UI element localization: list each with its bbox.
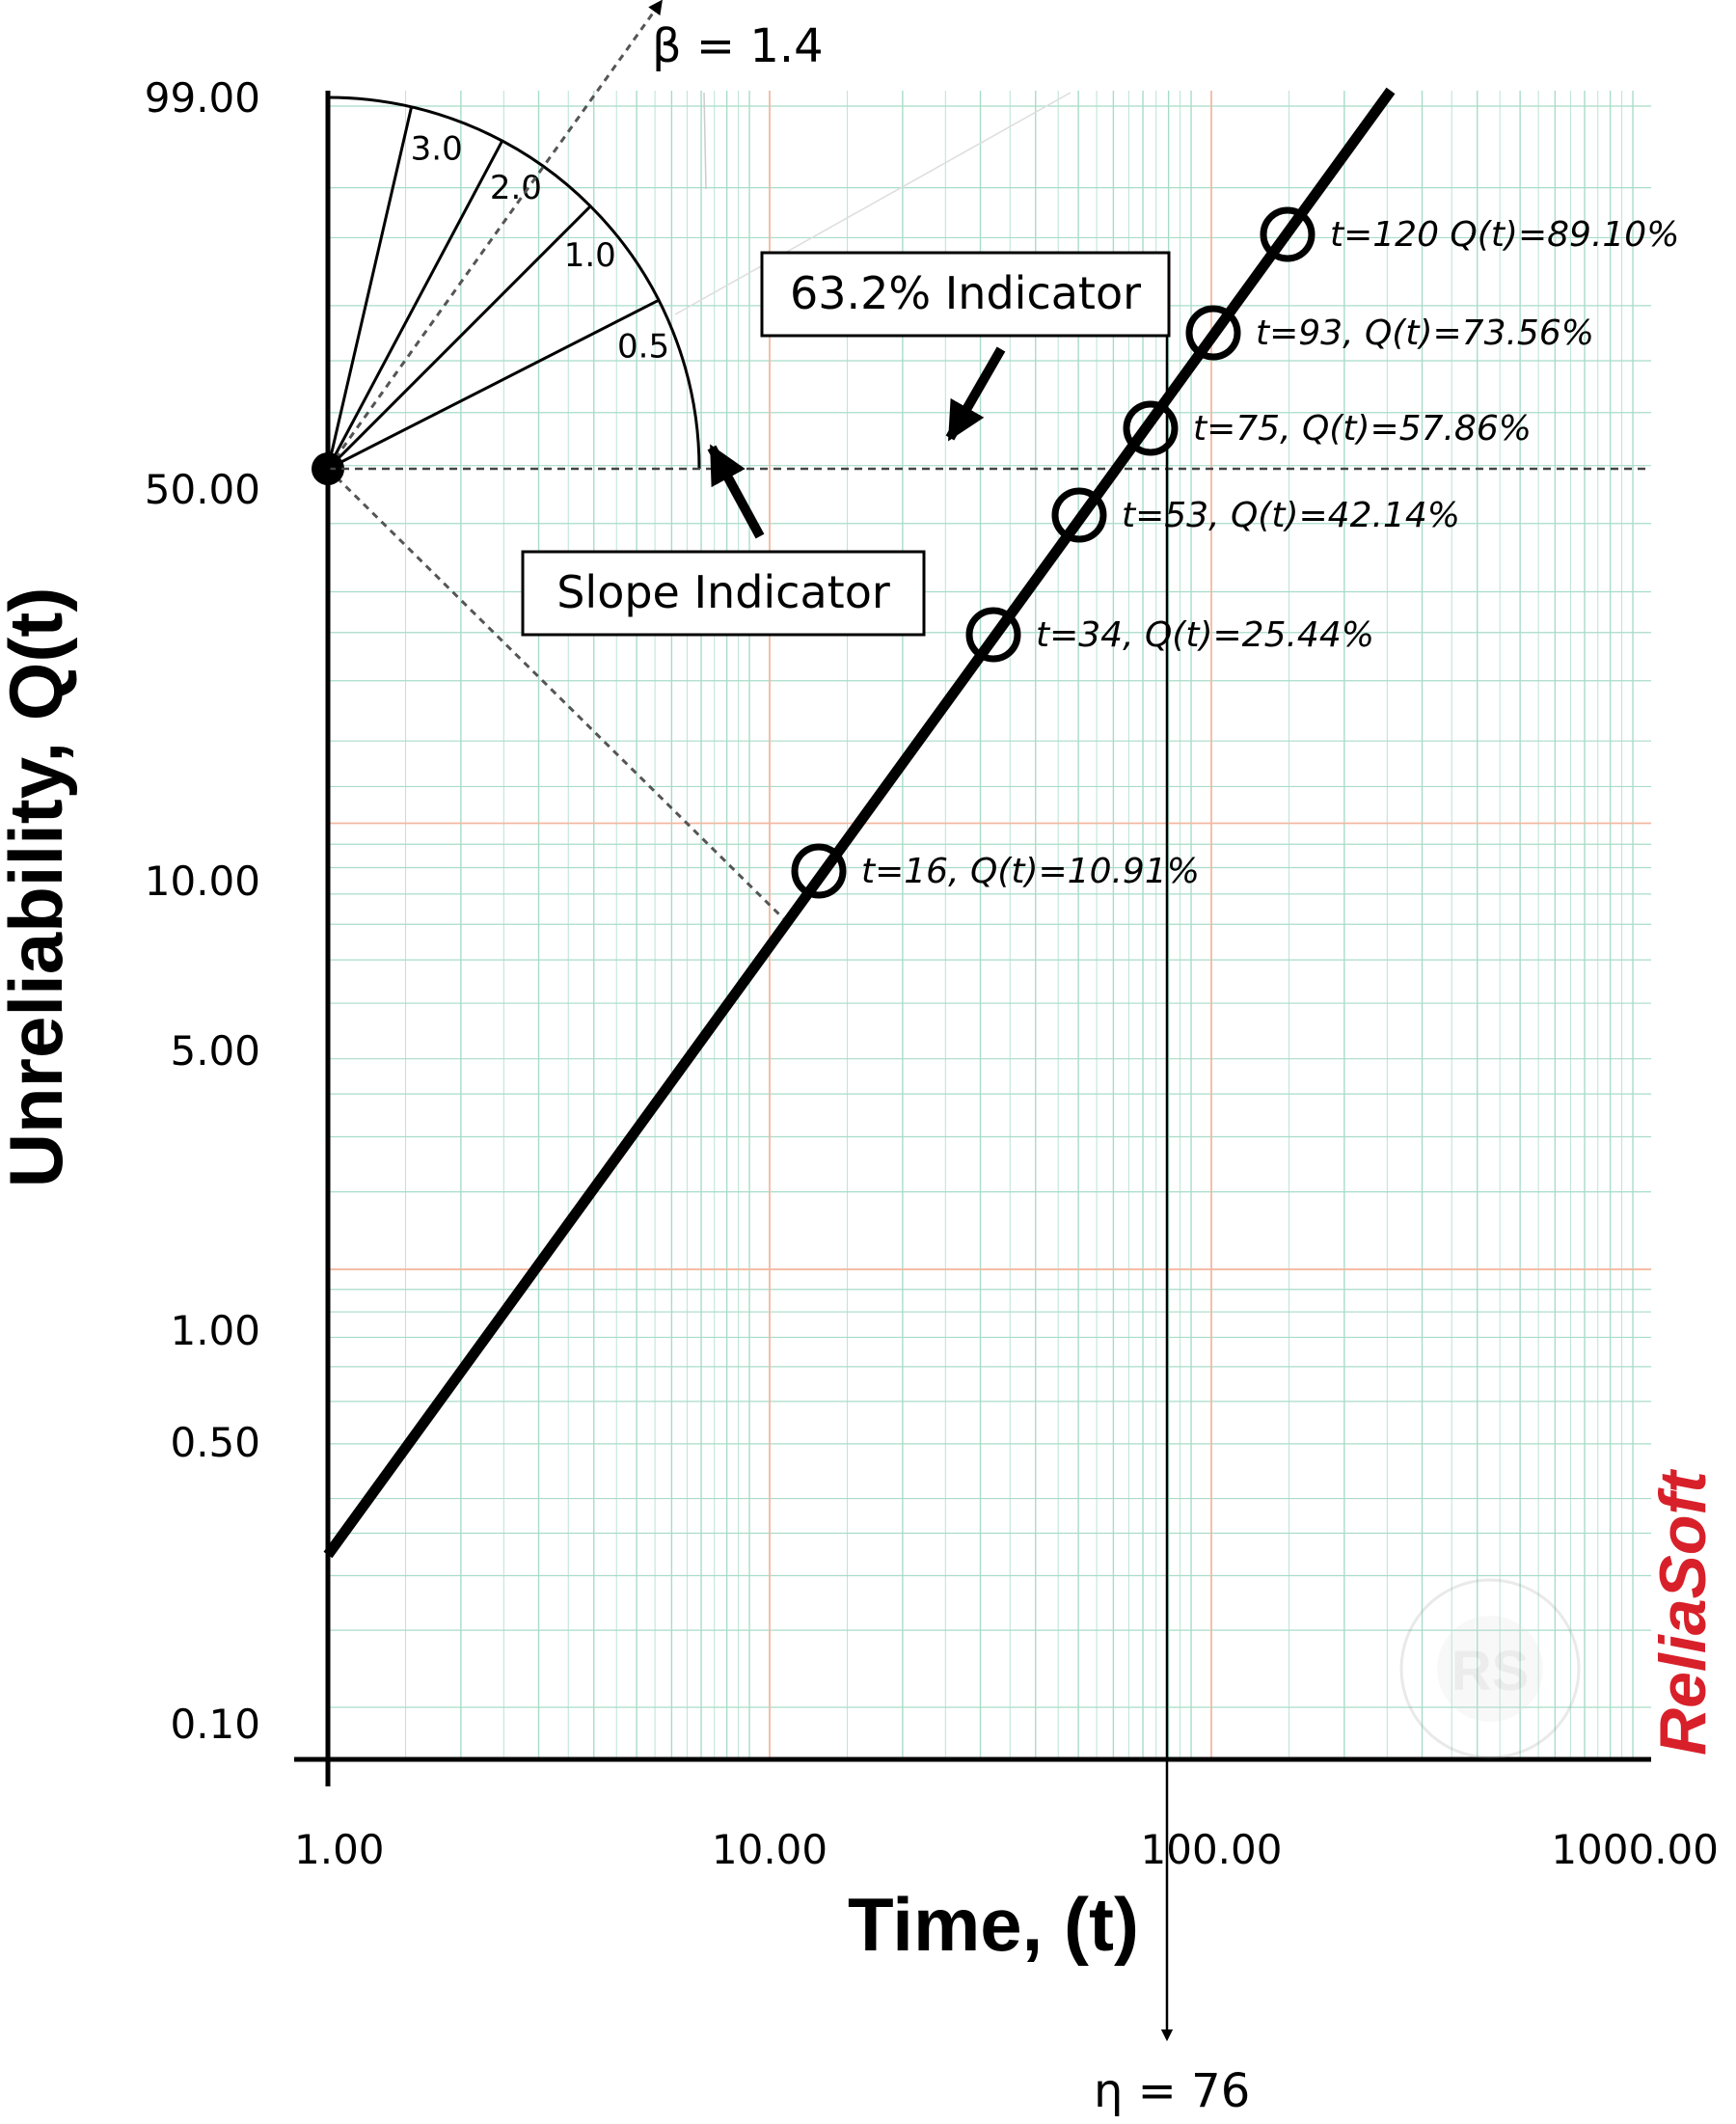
y-tick-label: 5.00 bbox=[170, 1027, 260, 1075]
data-point-label: t=34, Q(t)=25.44% bbox=[1036, 615, 1374, 655]
slope-indicator-box bbox=[521, 550, 926, 637]
y-tick-label: 50.00 bbox=[145, 466, 260, 513]
x-tick-label: 1000.00 bbox=[1551, 1826, 1719, 1873]
slope-ray bbox=[326, 204, 592, 471]
slope-perpendicular-line bbox=[326, 467, 785, 920]
faint-guide-line bbox=[703, 92, 707, 190]
watermark-logo: RS bbox=[1399, 1578, 1581, 1759]
slope-ray-label: 2.0 bbox=[490, 169, 542, 207]
weibull-fit-line bbox=[323, 87, 1396, 1559]
data-point-label: t=120 Q(t)=89.10% bbox=[1330, 215, 1679, 255]
x-tick-label: 1.00 bbox=[294, 1826, 385, 1873]
y-tick-label: 0.50 bbox=[170, 1419, 260, 1466]
slope-ray-label: 3.0 bbox=[411, 130, 463, 169]
y-tick-label: 99.00 bbox=[145, 74, 260, 122]
y-tick-labels: 0.10 0.50 1.00 5.00 10.00 50.00 99.00 bbox=[145, 74, 260, 1748]
x-axis-title: Time, (t) bbox=[848, 1882, 1139, 1967]
x-tick-label: 10.00 bbox=[712, 1826, 827, 1873]
slope-ray-label: 1.0 bbox=[564, 236, 616, 275]
slope-ray bbox=[326, 106, 414, 470]
data-point bbox=[791, 843, 847, 899]
data-point bbox=[1185, 305, 1241, 361]
slope-indicator-callout: Slope Indicator bbox=[521, 444, 926, 637]
slope-indicator-arrow bbox=[707, 444, 765, 539]
x-tick-labels: 1.00 10.00 100.00 1000.00 bbox=[294, 1826, 1719, 1873]
slope-ray bbox=[326, 140, 504, 470]
y-tick-label: 1.00 bbox=[170, 1307, 260, 1354]
data-point bbox=[1260, 206, 1316, 262]
data-point bbox=[965, 607, 1021, 663]
y-axis-title: Unreliability, Q(t) bbox=[0, 587, 78, 1188]
data-point bbox=[1051, 487, 1107, 543]
svg-text:RS: RS bbox=[1451, 1640, 1530, 1702]
data-point bbox=[1123, 400, 1179, 456]
indicator-632-arrow bbox=[945, 346, 1006, 442]
eta-label: η = 76 bbox=[1094, 2064, 1250, 2118]
indicator-632-label: 63.2% Indicator bbox=[790, 267, 1141, 319]
indicator-632-callout: 63.2% Indicator bbox=[760, 251, 1171, 442]
faint-guide-line bbox=[674, 92, 1071, 315]
data-point-label: t=93, Q(t)=73.56% bbox=[1256, 313, 1594, 353]
data-point-label: t=16, Q(t)=10.91% bbox=[861, 852, 1200, 891]
indicator-632-box bbox=[760, 251, 1171, 338]
beta-label: β = 1.4 bbox=[652, 19, 824, 73]
y-tick-label: 10.00 bbox=[145, 858, 260, 905]
slope-indicator: 3.0 2.0 1.0 0.5 bbox=[312, 0, 1071, 920]
brand-logo: ReliaSoft bbox=[1646, 1469, 1720, 1756]
minor-gridlines bbox=[328, 91, 1651, 1759]
data-points: t=16, Q(t)=10.91% t=34, Q(t)=25.44% t=53, … bbox=[791, 206, 1679, 899]
slope-indicator-label: Slope Indicator bbox=[556, 566, 890, 618]
data-point-label: t=53, Q(t)=42.14% bbox=[1122, 496, 1460, 535]
slope-ray-label: 0.5 bbox=[617, 328, 669, 367]
y-tick-label: 0.10 bbox=[170, 1701, 260, 1748]
slope-ray bbox=[327, 298, 660, 471]
data-point-label: t=75, Q(t)=57.86% bbox=[1193, 409, 1532, 449]
x-tick-label: 100.00 bbox=[1141, 1826, 1283, 1873]
